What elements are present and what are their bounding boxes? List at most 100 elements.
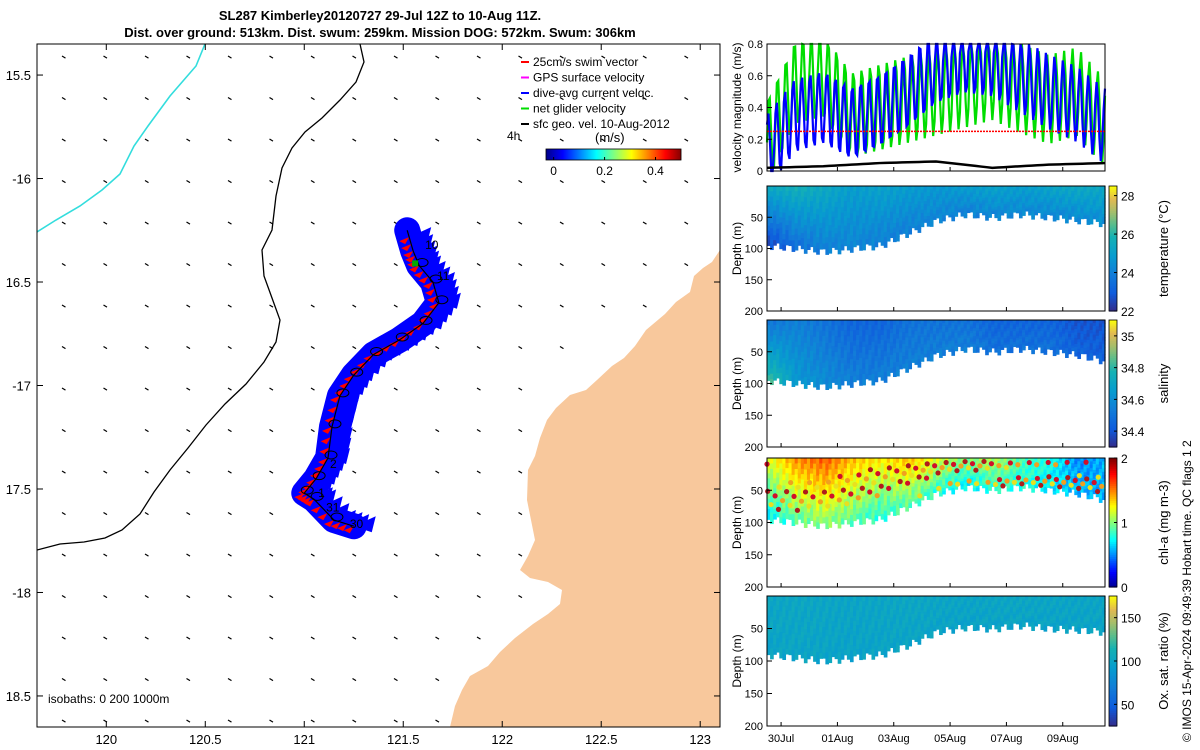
- profile-cell: [877, 338, 882, 345]
- profile-cell: [773, 220, 777, 226]
- profile-cell: [914, 480, 919, 485]
- profile-cell: [877, 367, 882, 373]
- profile-cell: [1092, 196, 1097, 201]
- profile-cell: [794, 212, 799, 219]
- profile-cell: [932, 334, 937, 338]
- profile-cell: [963, 477, 968, 481]
- profile-cell: [859, 330, 863, 337]
- surface-velocity-arrow: [186, 96, 191, 101]
- surface-velocity-arrow: [642, 96, 647, 101]
- surface-velocity-arrow: [518, 345, 523, 350]
- profile-cell: [794, 186, 799, 192]
- profile-cell: [951, 322, 956, 327]
- swim-vector: [317, 513, 328, 521]
- swim-vector: [319, 447, 330, 455]
- profile-cell: [1052, 352, 1057, 357]
- profile-cell: [773, 503, 777, 510]
- profile-cell: [1037, 458, 1042, 461]
- profile-cell: [797, 513, 802, 520]
- profile-cell: [896, 505, 900, 511]
- profile-cell: [794, 191, 799, 198]
- profile-cell: [1071, 198, 1075, 202]
- profile-cell: [831, 510, 836, 517]
- profile-cell: [969, 466, 974, 470]
- chla-sample-dot: [765, 488, 771, 494]
- surface-velocity-arrow: [310, 345, 315, 350]
- profile-cell: [1080, 489, 1085, 493]
- profile-cell: [1080, 460, 1085, 465]
- profile-cell: [788, 320, 793, 326]
- surface-velocity-arrow: [518, 387, 523, 391]
- colorbar-cell: [1109, 440, 1117, 444]
- profile-cell: [1052, 203, 1057, 207]
- profile-cell: [834, 474, 839, 481]
- profile-cell: [767, 335, 771, 341]
- profile-cell: [1080, 207, 1085, 212]
- surface-velocity-arrow: [269, 96, 274, 101]
- profile-cell: [791, 347, 796, 354]
- colorbar-cell: [674, 149, 676, 160]
- profile-cell: [939, 344, 943, 349]
- profile-cell: [843, 235, 848, 242]
- profile-cell: [800, 320, 805, 326]
- profile-cell: [991, 472, 995, 476]
- profile-cell: [1012, 188, 1017, 191]
- profile-cell: [1000, 462, 1005, 467]
- profile-cell: [1006, 347, 1011, 351]
- profile-cell: [1101, 217, 1106, 221]
- profile-cell: [865, 507, 869, 514]
- profile-cell: [957, 322, 962, 325]
- profile-cell: [975, 215, 980, 219]
- profile-cell: [982, 344, 986, 348]
- profile-cell: [1083, 191, 1088, 195]
- profile-cell: [846, 239, 851, 246]
- profile-cell: [859, 325, 863, 332]
- profile-cell: [1086, 192, 1091, 197]
- profile-cell: [1046, 322, 1051, 326]
- colorbar-cell: [644, 149, 646, 160]
- profile-cell: [905, 359, 909, 365]
- profile-cell: [969, 339, 974, 343]
- profile-cell: [1037, 467, 1042, 470]
- profile-cell: [788, 225, 793, 232]
- profile-cell: [905, 215, 909, 221]
- colorbar-cell: [1109, 190, 1117, 193]
- profile-cell: [985, 197, 989, 201]
- profile-cell: [849, 235, 854, 242]
- profile-cell: [1052, 485, 1057, 489]
- profile-cell: [840, 512, 845, 519]
- profile-cell: [871, 374, 876, 381]
- profile-cell: [1009, 347, 1014, 351]
- profile-cell: [972, 330, 977, 335]
- profile-cell: [886, 199, 891, 205]
- profile-cell: [1046, 467, 1051, 471]
- chla-sample-dot: [1091, 479, 1097, 486]
- profile-cell: [1046, 209, 1051, 213]
- profile-cell: [868, 483, 873, 490]
- colorbar-cell: [556, 149, 558, 160]
- profile-cell: [905, 466, 909, 472]
- profile-cell: [1018, 488, 1023, 492]
- colorbar-cell: [611, 149, 613, 160]
- surface-velocity-arrow: [310, 553, 315, 557]
- profile-cell: [782, 234, 787, 240]
- profile-cell: [822, 191, 826, 198]
- profile-cell: [896, 324, 900, 330]
- profile-cell: [846, 458, 851, 465]
- profile-cell: [969, 203, 974, 206]
- profile-cell: [806, 238, 811, 245]
- profile-cell: [1083, 210, 1088, 214]
- profile-cell: [773, 370, 777, 376]
- profile-cell: [853, 345, 857, 352]
- profile-cell: [1083, 339, 1088, 344]
- profile-cell: [1028, 190, 1032, 194]
- profile-cell: [776, 219, 780, 225]
- profile-cell: [883, 206, 888, 213]
- surface-velocity-arrow: [269, 304, 274, 308]
- profile-cell: [868, 458, 873, 464]
- profile-cell: [800, 367, 805, 374]
- profile-cell: [862, 207, 866, 214]
- colorbar-cell: [1109, 219, 1117, 223]
- profile-cell: [862, 363, 866, 370]
- profile-y-label: Depth (m): [730, 357, 744, 410]
